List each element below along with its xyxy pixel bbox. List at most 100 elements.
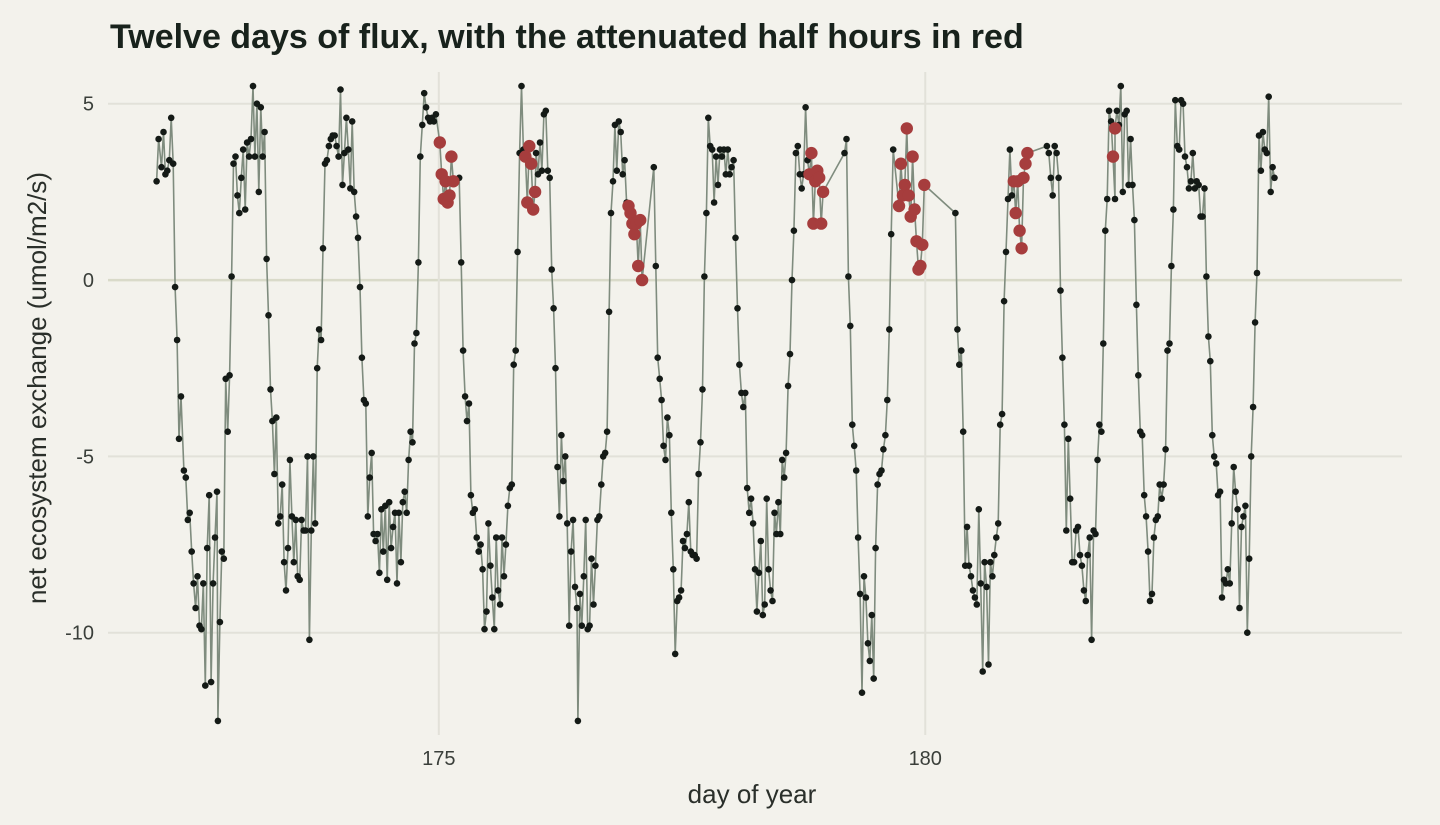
flux-point	[483, 608, 490, 615]
flux-point	[765, 566, 772, 573]
flux-point	[1059, 354, 1066, 362]
flux-point	[1084, 551, 1091, 559]
flux-point	[1043, 142, 1051, 150]
flux-point	[1158, 495, 1165, 503]
flux-point	[282, 587, 290, 594]
flux-point	[536, 139, 544, 146]
flux-point	[1133, 301, 1140, 309]
flux-point	[192, 604, 199, 612]
flux-point	[1234, 506, 1241, 513]
flux-point	[749, 520, 757, 527]
flux-point	[419, 121, 426, 129]
flux-point	[546, 174, 553, 182]
flux-point	[177, 393, 185, 400]
attenuated-point	[898, 178, 911, 192]
flux-point	[666, 431, 673, 439]
flux-point	[479, 566, 486, 573]
flux-point	[171, 283, 179, 291]
flux-point	[1053, 149, 1060, 157]
flux-point	[354, 234, 362, 242]
flux-point	[866, 657, 874, 665]
flux-point	[991, 551, 998, 559]
flux-point	[973, 601, 981, 608]
flux-point	[985, 661, 992, 668]
flux-point	[238, 174, 245, 182]
flux-point	[670, 566, 677, 573]
flux-point	[1057, 287, 1064, 294]
x-axis-title: day of year	[688, 779, 817, 809]
flux-point	[850, 442, 858, 450]
flux-point	[650, 163, 658, 171]
flux-point	[734, 305, 741, 312]
attenuated-point	[635, 273, 649, 287]
flux-point	[463, 417, 471, 425]
flux-point	[775, 498, 782, 506]
flux-point	[216, 618, 224, 626]
flux-point	[730, 156, 737, 164]
flux-point	[777, 530, 784, 538]
flux-point	[1218, 594, 1226, 601]
flux-point	[954, 326, 961, 333]
flux-point	[415, 259, 422, 266]
flux-point	[1148, 590, 1156, 598]
attenuated-point	[1106, 150, 1120, 163]
attenuated-point	[1013, 224, 1026, 237]
attenuated-point	[624, 206, 637, 220]
flux-point	[335, 153, 342, 160]
flux-point	[372, 537, 379, 545]
flux-point	[952, 209, 959, 217]
flux-point	[989, 573, 996, 580]
flux-point	[596, 513, 603, 520]
flux-point	[213, 488, 221, 496]
attenuated-point	[1019, 157, 1032, 170]
flux-point	[699, 386, 706, 393]
flux-point	[1076, 551, 1084, 559]
attenuated-points	[433, 122, 1122, 287]
flux-point	[558, 431, 565, 439]
flux-point	[409, 439, 416, 446]
attenuated-point	[815, 217, 828, 230]
x-tick-label: 180	[909, 748, 942, 770]
flux-point	[889, 146, 897, 153]
flux-point	[182, 474, 190, 481]
flux-point	[1113, 107, 1121, 115]
flux-point	[1253, 269, 1261, 277]
flux-point	[374, 530, 381, 538]
flux-point	[1119, 188, 1127, 196]
flux-point	[261, 128, 268, 136]
flux-point	[1162, 446, 1169, 453]
flux-point	[1170, 206, 1177, 213]
flux-point	[255, 188, 263, 196]
flux-point	[854, 534, 862, 541]
flux-point	[387, 544, 395, 552]
flux-point	[485, 520, 492, 527]
y-axis-title: net ecosystem exchange (umol/m2/s)	[22, 172, 52, 604]
flux-point	[1269, 163, 1276, 171]
flux-point	[1232, 488, 1239, 496]
flux-point	[554, 463, 561, 471]
flux-point	[652, 262, 660, 270]
flux-point	[465, 400, 473, 407]
flux-point	[457, 259, 465, 266]
flux-point	[319, 245, 327, 252]
flux-point	[487, 562, 494, 569]
flux-point	[701, 273, 708, 280]
flux-point	[550, 305, 557, 312]
flux-point	[366, 474, 374, 481]
flux-point	[275, 520, 282, 527]
flux-point	[298, 516, 305, 524]
attenuated-point	[813, 171, 826, 184]
y-tick-label: -5	[76, 446, 94, 468]
flux-point	[368, 449, 376, 457]
flux-point	[975, 506, 983, 513]
flux-point	[273, 414, 280, 421]
flux-point	[778, 456, 786, 464]
flux-point	[1103, 195, 1111, 203]
flux-point	[664, 414, 671, 421]
flux-point	[1240, 513, 1247, 520]
attenuated-point	[1021, 146, 1034, 160]
flux-point	[590, 601, 597, 608]
attenuated-point	[632, 259, 645, 273]
flux-point	[323, 156, 331, 164]
x-axis-ticks: 175 180	[422, 748, 942, 770]
